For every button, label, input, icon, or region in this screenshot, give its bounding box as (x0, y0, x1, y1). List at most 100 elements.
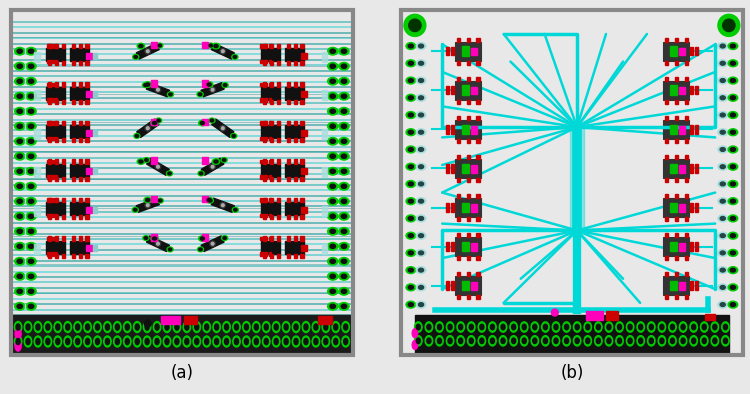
Bar (54, 175, 57, 179)
Ellipse shape (419, 199, 424, 203)
Ellipse shape (427, 324, 431, 330)
Ellipse shape (328, 93, 338, 100)
Bar (50, 252, 53, 256)
Bar (685, 37, 688, 42)
Ellipse shape (142, 236, 149, 240)
Bar (466, 155, 470, 159)
Ellipse shape (26, 138, 36, 145)
Bar (680, 165, 685, 173)
Bar (79, 198, 82, 202)
Ellipse shape (207, 199, 212, 202)
Ellipse shape (562, 322, 570, 332)
Ellipse shape (243, 336, 250, 347)
Ellipse shape (419, 217, 424, 220)
Ellipse shape (26, 123, 36, 130)
Bar (50, 160, 53, 163)
Ellipse shape (650, 338, 653, 344)
Ellipse shape (416, 43, 426, 50)
Ellipse shape (17, 244, 22, 248)
Bar (302, 206, 307, 213)
Ellipse shape (28, 244, 34, 248)
Ellipse shape (425, 336, 433, 346)
Bar (46, 48, 65, 61)
Bar (476, 116, 480, 120)
Ellipse shape (28, 259, 34, 263)
Bar (46, 241, 65, 254)
Bar (277, 121, 280, 125)
Ellipse shape (520, 322, 528, 332)
Ellipse shape (700, 336, 708, 346)
Ellipse shape (193, 322, 200, 333)
Polygon shape (146, 83, 170, 97)
Ellipse shape (670, 338, 674, 344)
Ellipse shape (200, 237, 205, 240)
Ellipse shape (284, 324, 288, 330)
Ellipse shape (616, 322, 623, 332)
Bar (606, 311, 618, 320)
Ellipse shape (332, 322, 340, 333)
Ellipse shape (406, 60, 416, 67)
Ellipse shape (144, 82, 152, 87)
Ellipse shape (724, 338, 728, 344)
Bar (586, 311, 602, 320)
Circle shape (723, 19, 735, 32)
Ellipse shape (419, 96, 424, 100)
Ellipse shape (728, 180, 738, 188)
Bar (55, 177, 58, 181)
Polygon shape (136, 119, 159, 138)
Ellipse shape (328, 303, 338, 310)
Bar (270, 254, 273, 258)
Bar (466, 116, 470, 120)
Ellipse shape (209, 199, 212, 202)
Ellipse shape (339, 243, 349, 250)
Bar (675, 295, 678, 299)
Bar (86, 236, 89, 241)
Bar (93, 245, 98, 251)
Ellipse shape (416, 112, 426, 119)
Ellipse shape (730, 96, 736, 100)
Bar (277, 61, 280, 65)
Ellipse shape (14, 322, 22, 333)
Bar (152, 119, 157, 125)
Bar (265, 60, 267, 63)
Ellipse shape (208, 43, 214, 48)
Circle shape (404, 14, 426, 36)
Ellipse shape (718, 129, 728, 136)
Ellipse shape (419, 148, 424, 151)
Bar (466, 272, 470, 276)
Bar (455, 120, 481, 139)
Ellipse shape (15, 78, 25, 85)
Bar (55, 138, 58, 142)
Ellipse shape (145, 338, 149, 345)
Polygon shape (147, 158, 170, 175)
Ellipse shape (408, 286, 413, 289)
Ellipse shape (17, 259, 22, 263)
Ellipse shape (143, 322, 151, 333)
Bar (694, 125, 698, 134)
Ellipse shape (15, 93, 25, 100)
Bar (322, 167, 327, 177)
Ellipse shape (637, 322, 644, 332)
Bar (685, 256, 688, 260)
Bar (72, 82, 75, 87)
Polygon shape (136, 43, 159, 59)
Ellipse shape (203, 336, 211, 347)
Ellipse shape (416, 232, 426, 239)
Ellipse shape (158, 199, 162, 202)
Ellipse shape (15, 212, 25, 220)
Circle shape (210, 87, 215, 93)
Ellipse shape (565, 338, 568, 344)
Ellipse shape (419, 113, 424, 117)
Ellipse shape (26, 78, 36, 85)
Ellipse shape (26, 212, 36, 220)
Bar (451, 281, 454, 290)
Bar (263, 100, 266, 104)
Bar (457, 272, 460, 276)
Bar (86, 245, 92, 251)
Ellipse shape (212, 43, 220, 49)
Ellipse shape (607, 338, 611, 344)
Ellipse shape (254, 338, 259, 345)
Ellipse shape (728, 112, 738, 119)
Ellipse shape (152, 121, 157, 125)
Ellipse shape (233, 56, 236, 58)
